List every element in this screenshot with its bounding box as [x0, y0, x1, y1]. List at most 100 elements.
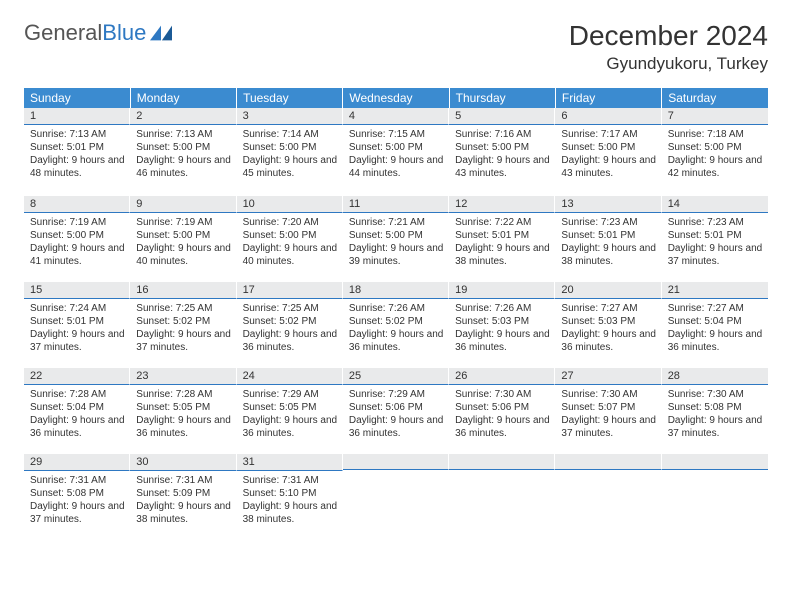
weekday-header: Tuesday [237, 88, 343, 108]
calendar-cell-empty [343, 452, 449, 538]
calendar-cell: 21Sunrise: 7:27 AMSunset: 5:04 PMDayligh… [662, 280, 768, 366]
calendar-cell: 15Sunrise: 7:24 AMSunset: 5:01 PMDayligh… [24, 280, 130, 366]
calendar-cell: 14Sunrise: 7:23 AMSunset: 5:01 PMDayligh… [662, 194, 768, 280]
month-title: December 2024 [569, 20, 768, 52]
day-details: Sunrise: 7:24 AMSunset: 5:01 PMDaylight:… [24, 299, 130, 357]
calendar-cell: 28Sunrise: 7:30 AMSunset: 5:08 PMDayligh… [662, 366, 768, 452]
day-number: 7 [662, 108, 768, 125]
calendar-cell: 31Sunrise: 7:31 AMSunset: 5:10 PMDayligh… [237, 452, 343, 538]
day-number: 3 [237, 108, 343, 125]
day-details: Sunrise: 7:31 AMSunset: 5:08 PMDaylight:… [24, 471, 130, 529]
day-details: Sunrise: 7:25 AMSunset: 5:02 PMDaylight:… [237, 299, 343, 357]
day-number: 8 [24, 196, 130, 213]
calendar-cell: 4Sunrise: 7:15 AMSunset: 5:00 PMDaylight… [343, 108, 449, 194]
day-number: 17 [237, 282, 343, 299]
day-details: Sunrise: 7:26 AMSunset: 5:02 PMDaylight:… [343, 299, 449, 357]
day-number: 26 [449, 368, 555, 385]
day-number: 18 [343, 282, 449, 299]
day-number: 25 [343, 368, 449, 385]
calendar-cell: 17Sunrise: 7:25 AMSunset: 5:02 PMDayligh… [237, 280, 343, 366]
day-details: Sunrise: 7:19 AMSunset: 5:00 PMDaylight:… [24, 213, 130, 271]
day-number: 19 [449, 282, 555, 299]
header: GeneralBlue December 2024 Gyundyukoru, T… [24, 20, 768, 74]
calendar-cell: 13Sunrise: 7:23 AMSunset: 5:01 PMDayligh… [555, 194, 661, 280]
day-details: Sunrise: 7:29 AMSunset: 5:06 PMDaylight:… [343, 385, 449, 443]
day-details: Sunrise: 7:30 AMSunset: 5:06 PMDaylight:… [449, 385, 555, 443]
day-details: Sunrise: 7:27 AMSunset: 5:04 PMDaylight:… [662, 299, 768, 357]
title-block: December 2024 Gyundyukoru, Turkey [569, 20, 768, 74]
calendar-head: SundayMondayTuesdayWednesdayThursdayFrid… [24, 88, 768, 108]
brand-name: GeneralBlue [24, 20, 146, 46]
day-details: Sunrise: 7:30 AMSunset: 5:07 PMDaylight:… [555, 385, 661, 443]
calendar-cell-empty [555, 452, 661, 538]
day-details: Sunrise: 7:18 AMSunset: 5:00 PMDaylight:… [662, 125, 768, 183]
day-number: 1 [24, 108, 130, 125]
day-details: Sunrise: 7:23 AMSunset: 5:01 PMDaylight:… [555, 213, 661, 271]
day-details: Sunrise: 7:21 AMSunset: 5:00 PMDaylight:… [343, 213, 449, 271]
day-number: 28 [662, 368, 768, 385]
brand-sail-icon [150, 25, 172, 41]
calendar-cell: 18Sunrise: 7:26 AMSunset: 5:02 PMDayligh… [343, 280, 449, 366]
calendar-cell-empty [662, 452, 768, 538]
day-details: Sunrise: 7:28 AMSunset: 5:04 PMDaylight:… [24, 385, 130, 443]
day-number: 24 [237, 368, 343, 385]
day-number: 14 [662, 196, 768, 213]
day-number: 16 [130, 282, 236, 299]
calendar-cell: 6Sunrise: 7:17 AMSunset: 5:00 PMDaylight… [555, 108, 661, 194]
day-details: Sunrise: 7:29 AMSunset: 5:05 PMDaylight:… [237, 385, 343, 443]
day-number-empty [449, 454, 555, 470]
day-details: Sunrise: 7:19 AMSunset: 5:00 PMDaylight:… [130, 213, 236, 271]
brand-name-blue: Blue [102, 20, 146, 45]
day-details: Sunrise: 7:13 AMSunset: 5:01 PMDaylight:… [24, 125, 130, 183]
calendar-cell: 12Sunrise: 7:22 AMSunset: 5:01 PMDayligh… [449, 194, 555, 280]
brand-name-gray: General [24, 20, 102, 45]
calendar-cell: 8Sunrise: 7:19 AMSunset: 5:00 PMDaylight… [24, 194, 130, 280]
calendar-cell: 5Sunrise: 7:16 AMSunset: 5:00 PMDaylight… [449, 108, 555, 194]
day-number: 11 [343, 196, 449, 213]
calendar-cell: 10Sunrise: 7:20 AMSunset: 5:00 PMDayligh… [237, 194, 343, 280]
day-number: 13 [555, 196, 661, 213]
day-details: Sunrise: 7:15 AMSunset: 5:00 PMDaylight:… [343, 125, 449, 183]
calendar-cell: 24Sunrise: 7:29 AMSunset: 5:05 PMDayligh… [237, 366, 343, 452]
day-number: 27 [555, 368, 661, 385]
day-number-empty [555, 454, 661, 470]
weekday-header: Wednesday [343, 88, 449, 108]
calendar-cell: 22Sunrise: 7:28 AMSunset: 5:04 PMDayligh… [24, 366, 130, 452]
day-number: 15 [24, 282, 130, 299]
calendar-cell: 11Sunrise: 7:21 AMSunset: 5:00 PMDayligh… [343, 194, 449, 280]
day-details: Sunrise: 7:28 AMSunset: 5:05 PMDaylight:… [130, 385, 236, 443]
day-details: Sunrise: 7:22 AMSunset: 5:01 PMDaylight:… [449, 213, 555, 271]
day-number: 20 [555, 282, 661, 299]
day-details: Sunrise: 7:13 AMSunset: 5:00 PMDaylight:… [130, 125, 236, 183]
day-number: 30 [130, 454, 236, 471]
location-label: Gyundyukoru, Turkey [569, 54, 768, 74]
day-details: Sunrise: 7:20 AMSunset: 5:00 PMDaylight:… [237, 213, 343, 271]
day-number: 5 [449, 108, 555, 125]
weekday-header: Sunday [24, 88, 130, 108]
calendar-week-row: 29Sunrise: 7:31 AMSunset: 5:08 PMDayligh… [24, 452, 768, 538]
calendar-week-row: 22Sunrise: 7:28 AMSunset: 5:04 PMDayligh… [24, 366, 768, 452]
calendar-cell: 19Sunrise: 7:26 AMSunset: 5:03 PMDayligh… [449, 280, 555, 366]
weekday-header: Friday [555, 88, 661, 108]
calendar-body: 1Sunrise: 7:13 AMSunset: 5:01 PMDaylight… [24, 108, 768, 538]
calendar-cell: 26Sunrise: 7:30 AMSunset: 5:06 PMDayligh… [449, 366, 555, 452]
day-details: Sunrise: 7:17 AMSunset: 5:00 PMDaylight:… [555, 125, 661, 183]
calendar-cell: 1Sunrise: 7:13 AMSunset: 5:01 PMDaylight… [24, 108, 130, 194]
calendar-cell: 25Sunrise: 7:29 AMSunset: 5:06 PMDayligh… [343, 366, 449, 452]
day-number: 2 [130, 108, 236, 125]
calendar-cell: 20Sunrise: 7:27 AMSunset: 5:03 PMDayligh… [555, 280, 661, 366]
calendar-cell: 3Sunrise: 7:14 AMSunset: 5:00 PMDaylight… [237, 108, 343, 194]
calendar-cell: 2Sunrise: 7:13 AMSunset: 5:00 PMDaylight… [130, 108, 236, 194]
day-number: 10 [237, 196, 343, 213]
weekday-header: Saturday [662, 88, 768, 108]
calendar-week-row: 8Sunrise: 7:19 AMSunset: 5:00 PMDaylight… [24, 194, 768, 280]
calendar-cell: 29Sunrise: 7:31 AMSunset: 5:08 PMDayligh… [24, 452, 130, 538]
weekday-row: SundayMondayTuesdayWednesdayThursdayFrid… [24, 88, 768, 108]
day-details: Sunrise: 7:31 AMSunset: 5:10 PMDaylight:… [237, 471, 343, 529]
day-details: Sunrise: 7:25 AMSunset: 5:02 PMDaylight:… [130, 299, 236, 357]
day-details: Sunrise: 7:27 AMSunset: 5:03 PMDaylight:… [555, 299, 661, 357]
calendar-cell: 9Sunrise: 7:19 AMSunset: 5:00 PMDaylight… [130, 194, 236, 280]
brand-logo: GeneralBlue [24, 20, 172, 46]
day-number: 31 [237, 454, 343, 471]
calendar-cell: 16Sunrise: 7:25 AMSunset: 5:02 PMDayligh… [130, 280, 236, 366]
